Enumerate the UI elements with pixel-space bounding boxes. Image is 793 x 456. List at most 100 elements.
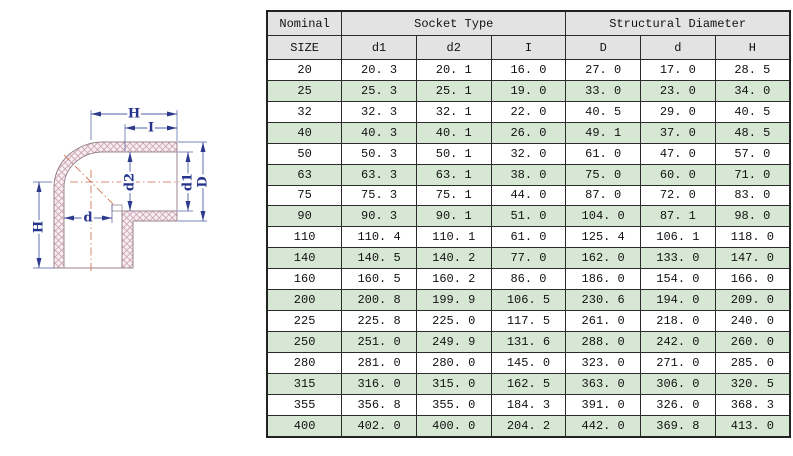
value-cell: 38. 0 [490,163,567,186]
value-cell: 63. 1 [415,163,492,186]
value-cell: 225. 8 [341,310,417,332]
table-row: 225 225. 8 225. 0 117. 5 261. 0 218. 0 240. 0 [266,310,791,332]
value-cell: 50. 3 [341,142,417,165]
value-cell: 72. 0 [640,184,716,207]
value-cell: 61. 0 [490,226,567,249]
table-row: 250 251. 0 249. 9 131. 6 288. 0 242. 0 260. 0 [266,330,791,353]
value-cell: 117. 5 [490,310,567,332]
value-cell: 145. 0 [490,351,567,374]
value-cell: 26. 0 [490,121,567,144]
value-cell: 315. 0 [415,372,492,395]
value-cell: 40. 5 [565,100,642,123]
spec-table-header: Nominal Socket Type Structural Diameter … [266,10,791,60]
size-cell: 90 [266,205,343,228]
value-cell: 16. 0 [490,59,567,81]
value-cell: 118. 0 [714,226,791,249]
value-cell: 77. 0 [490,247,567,270]
value-cell: 200. 8 [341,289,417,312]
value-cell: 63. 3 [341,163,417,186]
value-cell: 23. 0 [640,79,716,102]
dim-label-h-top: H [128,107,140,122]
value-cell: 413. 0 [714,414,791,438]
size-cell: 160 [266,268,343,291]
value-cell: 47. 0 [640,142,716,165]
value-cell: 28. 5 [714,59,791,81]
header-col-d2: d2 [415,35,492,60]
size-cell: 75 [266,184,343,207]
value-cell: 110. 4 [341,226,417,249]
value-cell: 306. 0 [640,372,716,395]
value-cell: 87. 0 [565,184,642,207]
value-cell: 32. 3 [341,100,417,123]
value-cell: 400. 0 [415,414,492,438]
header-size: SIZE [266,35,343,60]
header-structural-diameter: Structural Diameter [565,10,791,36]
value-cell: 133. 0 [640,247,716,270]
size-cell: 400 [266,414,343,438]
dim-label-h-left: H [32,221,47,233]
value-cell: 288. 0 [565,330,642,353]
value-cell: 44. 0 [490,184,567,207]
value-cell: 271. 0 [640,351,716,374]
value-cell: 323. 0 [565,351,642,374]
value-cell: 34. 0 [714,79,791,102]
value-cell: 29. 0 [640,100,716,123]
value-cell: 209. 0 [714,289,791,312]
size-cell: 40 [266,121,343,144]
value-cell: 104. 0 [565,205,642,228]
table-row: 160 160. 5 160. 2 86. 0 186. 0 154. 0 166. 0 [266,268,791,291]
value-cell: 402. 0 [341,414,417,438]
value-cell: 86. 0 [490,268,567,291]
spec-table: Nominal Socket Type Structural Diameter … [266,10,791,438]
value-cell: 75. 1 [415,184,492,207]
value-cell: 199. 9 [415,289,492,312]
value-cell: 166. 0 [714,268,791,291]
centerline-diagonal [63,154,114,205]
dim-label-D: D [196,176,211,187]
header-col-d: d [640,35,716,60]
size-cell: 63 [266,163,343,186]
value-cell: 162. 0 [565,247,642,270]
header-row-2: SIZE d1 d2 I D d H [266,35,791,60]
value-cell: 140. 2 [415,247,492,270]
socket-stop-step [111,204,123,212]
value-cell: 37. 0 [640,121,716,144]
value-cell: 98. 0 [714,205,791,228]
value-cell: 285. 0 [714,351,791,374]
value-cell: 369. 8 [640,414,716,438]
header-socket-type: Socket Type [341,10,567,36]
value-cell: 27. 0 [565,59,642,81]
size-cell: 32 [266,100,343,123]
value-cell: 20. 3 [341,59,417,81]
size-cell: 355 [266,393,343,416]
size-cell: 140 [266,247,343,270]
value-cell: 442. 0 [565,414,642,438]
table-row: 140 140. 5 140. 2 77. 0 162. 0 133. 0 147. 0 [266,247,791,270]
value-cell: 186. 0 [565,268,642,291]
value-cell: 218. 0 [640,310,716,332]
table-row: 400 402. 0 400. 0 204. 2 442. 0 369. 8 413. 0 [266,414,791,438]
value-cell: 57. 0 [714,142,791,165]
value-cell: 326. 0 [640,393,716,416]
value-cell: 87. 1 [640,205,716,228]
value-cell: 281. 0 [341,351,417,374]
dim-label-d: d [83,211,92,226]
header-col-d1: d1 [341,35,417,60]
table-row: 90 90. 3 90. 1 51. 0 104. 0 87. 1 98. 0 [266,205,791,228]
value-cell: 125. 4 [565,226,642,249]
dim-label-d1: d1 [181,173,196,191]
table-row: 63 63. 3 63. 1 38. 0 75. 0 60. 0 71. 0 [266,163,791,186]
value-cell: 261. 0 [565,310,642,332]
value-cell: 48. 5 [714,121,791,144]
size-cell: 20 [266,59,343,81]
value-cell: 194. 0 [640,289,716,312]
value-cell: 356. 8 [341,393,417,416]
value-cell: 140. 5 [341,247,417,270]
table-row: 20 20. 3 20. 1 16. 0 27. 0 17. 0 28. 5 [266,59,791,81]
value-cell: 40. 1 [415,121,492,144]
value-cell: 230. 6 [565,289,642,312]
dim-label-i: I [148,121,154,136]
size-cell: 25 [266,79,343,102]
value-cell: 20. 1 [415,59,492,81]
value-cell: 17. 0 [640,59,716,81]
